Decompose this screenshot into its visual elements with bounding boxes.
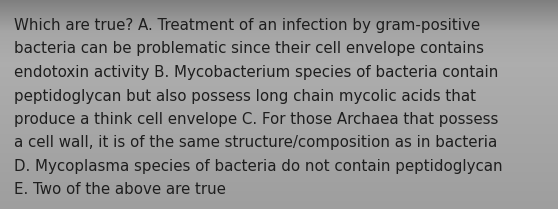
Text: a cell wall, it is of the same structure/composition as in bacteria: a cell wall, it is of the same structure… [14, 135, 497, 150]
Text: peptidoglycan but also possess long chain mycolic acids that: peptidoglycan but also possess long chai… [14, 88, 476, 103]
Text: endotoxin activity B. Mycobacterium species of bacteria contain: endotoxin activity B. Mycobacterium spec… [14, 65, 498, 80]
Text: E. Two of the above are true: E. Two of the above are true [14, 182, 226, 198]
Text: produce a think cell envelope C. For those Archaea that possess: produce a think cell envelope C. For tho… [14, 112, 498, 127]
Text: Which are true? A. Treatment of an infection by gram-positive: Which are true? A. Treatment of an infec… [14, 18, 480, 33]
Text: D. Mycoplasma species of bacteria do not contain peptidoglycan: D. Mycoplasma species of bacteria do not… [14, 159, 503, 174]
Text: bacteria can be problematic since their cell envelope contains: bacteria can be problematic since their … [14, 42, 484, 56]
